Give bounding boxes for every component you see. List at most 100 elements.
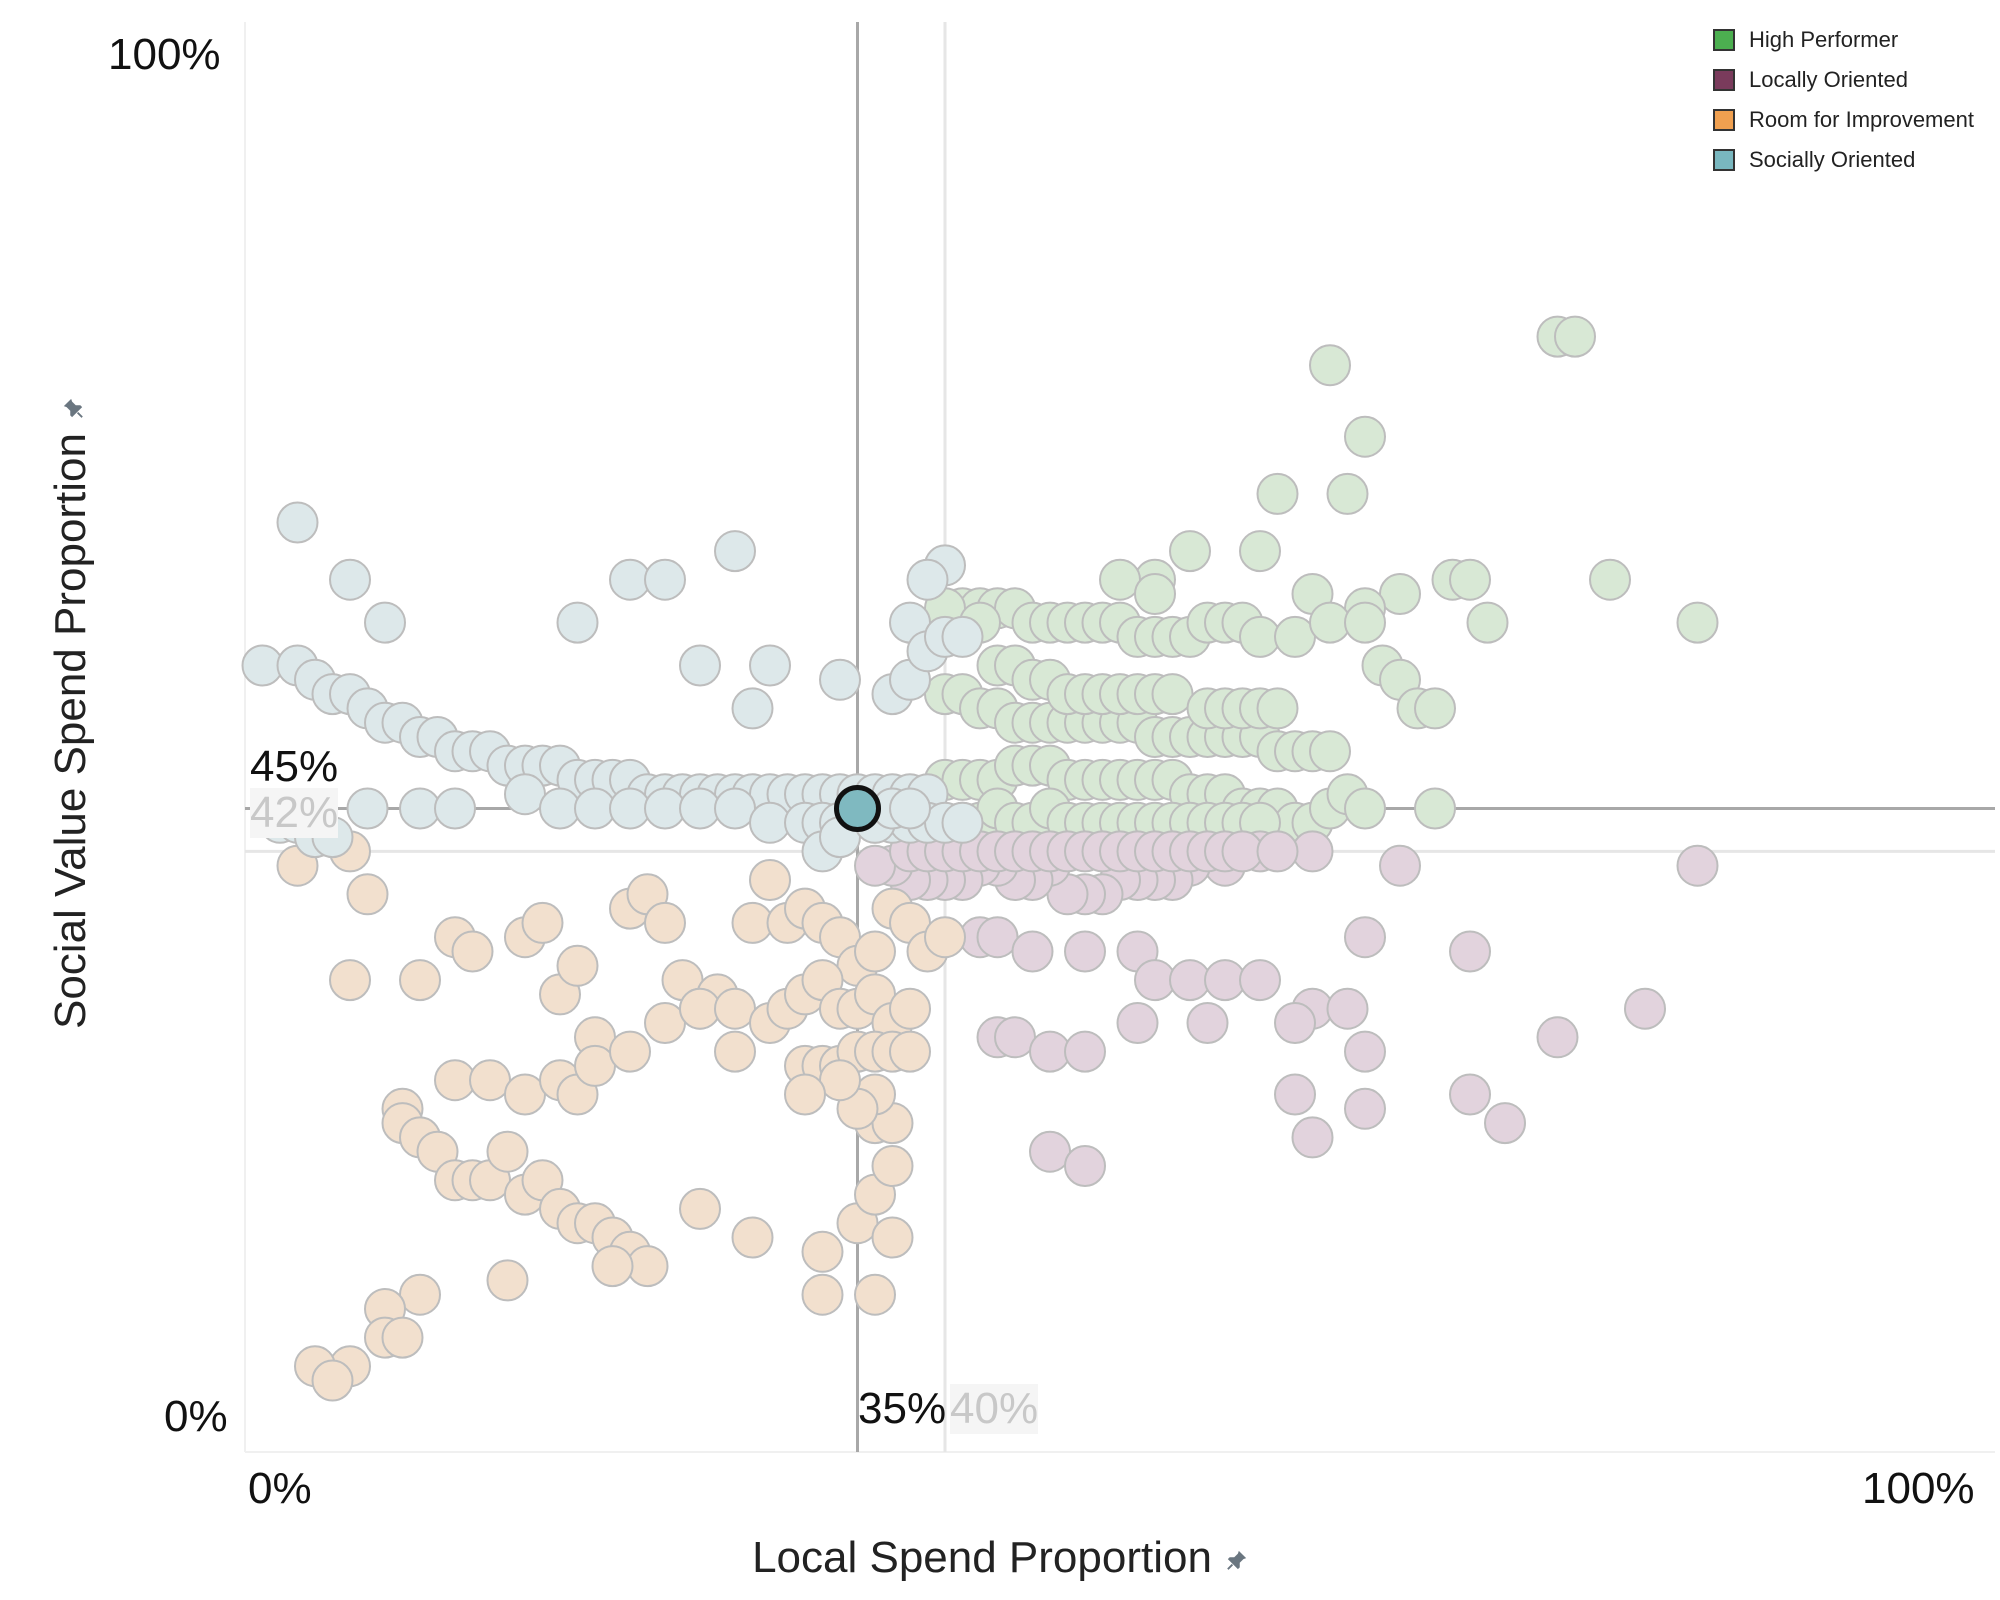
data-point xyxy=(486,1130,529,1173)
data-point xyxy=(1274,1002,1316,1044)
data-point xyxy=(609,1030,651,1073)
data-point xyxy=(504,773,546,816)
data-point xyxy=(1064,930,1106,973)
data-point xyxy=(1116,1002,1159,1044)
pin-icon[interactable] xyxy=(62,397,84,419)
data-point xyxy=(276,501,319,544)
data-point xyxy=(1554,315,1596,358)
average-y-label: 42% xyxy=(250,788,339,838)
data-points xyxy=(241,315,1719,1402)
data-point xyxy=(801,1273,844,1316)
data-point xyxy=(1344,415,1386,458)
data-point xyxy=(749,644,791,687)
data-point xyxy=(1134,573,1176,615)
data-point xyxy=(941,615,984,658)
legend: High Performer Locally Oriented Room for… xyxy=(1713,20,1974,180)
data-point xyxy=(329,558,371,601)
x-tick-min: 0% xyxy=(248,1464,312,1513)
data-point xyxy=(1239,959,1281,1002)
data-point xyxy=(1029,1130,1071,1173)
data-point xyxy=(1344,787,1386,830)
data-point xyxy=(1414,687,1456,730)
data-point xyxy=(994,1016,1036,1059)
data-point xyxy=(1379,844,1421,887)
data-point xyxy=(871,1216,914,1259)
legend-label: Socially Oriented xyxy=(1749,147,1916,172)
data-point xyxy=(644,1002,686,1044)
data-point xyxy=(591,1245,634,1288)
data-point xyxy=(906,558,949,601)
data-point xyxy=(469,1059,511,1102)
data-point xyxy=(329,959,371,1002)
data-point xyxy=(1344,916,1386,959)
y-axis-label: Social Value Spend Proportion xyxy=(46,397,96,1029)
legend-label: Room for Improvement xyxy=(1749,107,1974,132)
legend-item-room-for-improvement[interactable]: Room for Improvement xyxy=(1713,100,1974,140)
data-point xyxy=(1186,1002,1229,1044)
data-point xyxy=(1676,844,1719,887)
data-point xyxy=(451,930,494,973)
data-point xyxy=(644,901,686,944)
data-point xyxy=(854,930,896,973)
legend-item-high-performer[interactable]: High Performer xyxy=(1713,20,1974,60)
data-point xyxy=(1239,530,1281,573)
data-point xyxy=(976,916,1019,959)
data-point xyxy=(1151,673,1194,716)
data-point xyxy=(1449,1073,1491,1116)
data-point xyxy=(364,601,406,644)
data-point xyxy=(504,1073,546,1116)
data-point xyxy=(399,1273,441,1316)
data-point xyxy=(1274,1073,1316,1116)
data-point xyxy=(924,916,966,959)
data-point xyxy=(311,1359,354,1402)
data-point xyxy=(1414,787,1456,830)
data-point xyxy=(1484,1102,1526,1145)
legend-item-locally-oriented[interactable]: Locally Oriented xyxy=(1713,60,1974,100)
y-axis-label-text: Social Value Spend Proportion xyxy=(46,432,95,1030)
data-point xyxy=(346,873,389,916)
data-point xyxy=(1064,1030,1106,1073)
highlighted-point-layer xyxy=(834,785,881,832)
data-point xyxy=(1064,1145,1106,1187)
data-point xyxy=(1344,1030,1386,1073)
data-point xyxy=(574,1044,616,1087)
data-point xyxy=(1449,558,1491,601)
data-point xyxy=(679,644,721,687)
data-point xyxy=(1344,601,1386,644)
data-point xyxy=(381,1316,424,1359)
data-point xyxy=(1309,344,1351,387)
data-point xyxy=(1326,472,1369,515)
x-axis-label-text: Local Spend Proportion xyxy=(752,1533,1212,1582)
data-point xyxy=(556,944,599,987)
series-room-for-improvement xyxy=(276,830,966,1402)
y-tick-max: 100% xyxy=(108,30,221,79)
data-point xyxy=(714,787,756,830)
legend-swatch xyxy=(1713,69,1735,91)
data-point xyxy=(1169,530,1211,573)
legend-label: High Performer xyxy=(1749,27,1899,52)
data-point xyxy=(889,787,931,830)
legend-swatch xyxy=(1713,29,1735,51)
y-axis-label-container: Social Value Spend Proportion xyxy=(26,373,116,1053)
data-point xyxy=(1256,472,1299,515)
data-point xyxy=(801,1230,844,1273)
data-point xyxy=(1589,558,1631,601)
y-tick-min: 0% xyxy=(164,1392,228,1441)
legend-item-socially-oriented[interactable]: Socially Oriented xyxy=(1713,140,1974,180)
axes xyxy=(244,22,1995,1453)
pin-icon[interactable] xyxy=(1226,1549,1248,1571)
series-high-performer xyxy=(906,315,1719,844)
data-point xyxy=(1274,615,1316,658)
data-point xyxy=(434,787,476,830)
selected-y-label: 45% xyxy=(250,742,339,791)
series-locally-oriented xyxy=(854,830,1719,1187)
data-point xyxy=(854,844,896,887)
data-point xyxy=(889,1030,931,1073)
data-point xyxy=(346,787,389,830)
data-point xyxy=(889,987,931,1030)
data-point xyxy=(1011,930,1054,973)
data-point xyxy=(1344,1087,1386,1130)
legend-swatch xyxy=(1713,109,1735,131)
data-point xyxy=(1449,930,1491,973)
